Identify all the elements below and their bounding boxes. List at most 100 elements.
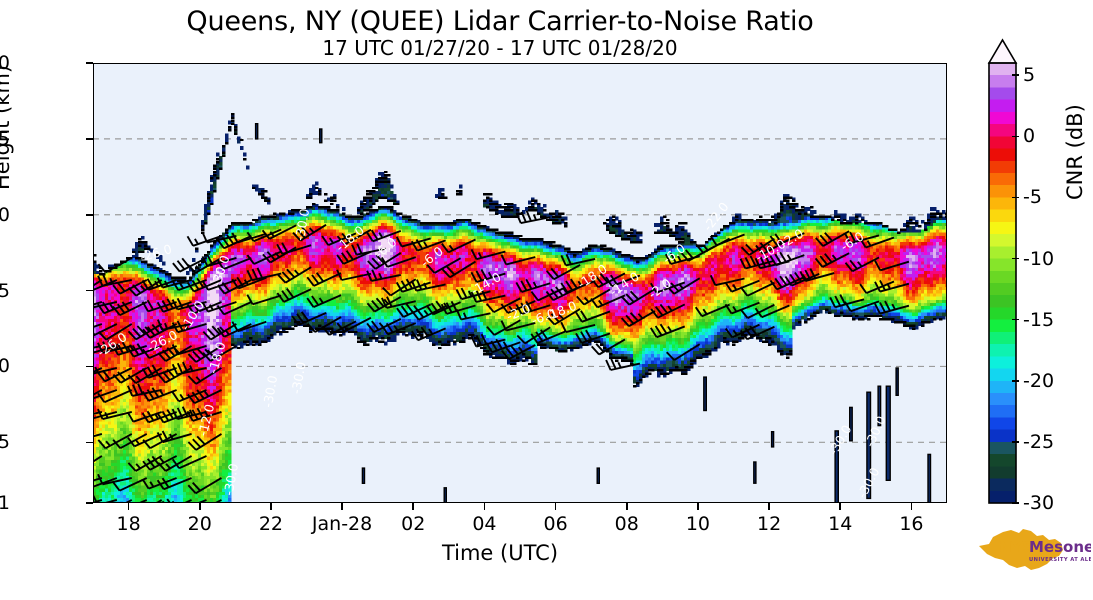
- contour-label: -26.0: [94, 329, 129, 360]
- wind-barb-icon: [411, 326, 447, 342]
- wind-barb-icon: [141, 299, 177, 313]
- wind-barb-icon: [814, 252, 850, 268]
- x-tick-mark: [198, 503, 201, 510]
- wind-barb-icon: [410, 239, 446, 252]
- wind-barb-icon: [739, 255, 775, 270]
- wind-barb-icon: [261, 224, 297, 240]
- wind-barb-icon: [455, 309, 491, 321]
- x-tick-mark: [625, 503, 628, 510]
- wind-barb-icon: [202, 323, 237, 341]
- wind-barb-icon: [470, 289, 506, 303]
- wind-barb-icon: [754, 304, 790, 319]
- x-tick-label: 20: [187, 513, 212, 535]
- wind-barb-icon: [321, 232, 357, 246]
- wind-barb-icon: [156, 277, 192, 289]
- wind-barb-icon: [276, 242, 312, 255]
- wind-barb-icon: [560, 278, 596, 293]
- wind-barb-icon: [187, 477, 222, 495]
- wind-barb-icon: [276, 288, 312, 303]
- wind-barb-icon: [98, 323, 133, 341]
- wind-barb-icon: [216, 301, 252, 316]
- wind-barb-icon: [141, 477, 177, 490]
- y-tick-mark: [86, 289, 93, 292]
- x-tick-label: 16: [899, 513, 924, 535]
- contour-label: -30.0: [208, 253, 232, 288]
- wind-barb-icon: [202, 345, 237, 362]
- contour-label: -6.0: [660, 240, 689, 266]
- wind-barb-icon: [485, 338, 521, 354]
- wind-barb-icon: [336, 250, 372, 265]
- y-tick-mark: [86, 138, 93, 140]
- wind-barb-icon: [127, 383, 162, 397]
- wind-barb-icon: [395, 236, 431, 248]
- contour-label: -18.0: [333, 222, 367, 254]
- wind-barb-icon: [515, 278, 551, 293]
- wind-barb-icon: [605, 358, 641, 371]
- colorbar: [987, 38, 1018, 504]
- wind-barb-icon: [621, 288, 656, 306]
- wind-barb-icon: [605, 274, 641, 288]
- y-tick-mark: [86, 62, 93, 64]
- wind-barb-icon: [142, 345, 178, 359]
- page-subtitle: 17 UTC 01/27/20 - 17 UTC 01/28/20: [322, 36, 678, 60]
- wind-barb-icon: [440, 300, 476, 315]
- wind-barb-icon: [799, 268, 835, 283]
- colorbar-tick-mark: [1012, 502, 1019, 504]
- wind-barb-icon: [769, 251, 805, 267]
- contour-label: -2.0: [645, 275, 674, 301]
- wind-barb-icon: [141, 278, 177, 291]
- wind-barb-icon: [709, 274, 745, 287]
- wind-barb-icon: [380, 256, 417, 268]
- wind-barb-icon: [844, 231, 880, 245]
- x-tick-label: Jan-28: [311, 513, 373, 535]
- y-tick-label: 2.0: [0, 203, 10, 226]
- x-tick-label: 08: [614, 513, 639, 535]
- wind-barb-icon: [455, 287, 491, 301]
- wind-barb-icon: [97, 433, 133, 450]
- wind-barb-icon: [112, 301, 148, 317]
- wind-barb-icon: [262, 246, 297, 264]
- wind-barb-icon: [366, 269, 401, 282]
- y-tick-label: 1.0: [0, 355, 10, 378]
- y-tick-mark: [86, 502, 93, 504]
- wind-barb-icon: [545, 264, 581, 281]
- wind-barb-icon: [93, 301, 118, 309]
- wind-barb-icon: [486, 319, 521, 336]
- logo-mesonet-text: Mesonet: [1029, 538, 1091, 556]
- wind-barb-icon: [815, 230, 850, 247]
- x-tick-mark: [270, 503, 272, 510]
- nys-mesonet-logo: NYS Mesonet UNIVERSITY AT ALBANY: [979, 529, 1091, 570]
- wind-barb-icon: [187, 389, 222, 405]
- wind-barb-icon: [93, 301, 103, 306]
- wind-barb-icon: [93, 411, 118, 420]
- wind-barb-icon: [127, 433, 163, 448]
- wind-barb-icon: [97, 301, 133, 315]
- wind-barb-icon: [201, 254, 237, 268]
- wind-barb-icon: [186, 277, 222, 293]
- wind-barb-icon: [186, 407, 222, 422]
- colorbar-tick-label: -10: [1023, 247, 1055, 270]
- contour-label: -12.0: [195, 402, 217, 437]
- wind-barb-icon: [367, 252, 402, 270]
- y-tick-mark: [86, 365, 93, 368]
- colorbar-tick-mark: [1012, 196, 1019, 199]
- wind-barb-icon: [156, 298, 192, 313]
- wind-barb-icon: [306, 272, 342, 287]
- wind-barb-icon: [93, 411, 103, 415]
- x-tick-label: 04: [472, 513, 497, 535]
- wind-barb-icon: [649, 323, 686, 339]
- wind-barb-icon: [336, 269, 372, 281]
- x-tick-label: 14: [828, 513, 853, 535]
- wind-barb-icon: [486, 297, 521, 314]
- wind-barb-icon: [171, 344, 207, 356]
- x-tick-mark: [554, 503, 557, 510]
- wind-barb-icon: [844, 300, 880, 313]
- wind-barb-icon: [426, 257, 462, 274]
- wind-barb-icon: [590, 294, 626, 309]
- contour-label: -6.0: [838, 228, 867, 254]
- wind-barb-icon: [500, 254, 536, 266]
- colorbar-tick-mark: [1012, 135, 1019, 138]
- contour-label: -18.0: [543, 298, 579, 324]
- contour-label: -6.0: [371, 234, 399, 261]
- wind-barb-icon: [874, 300, 910, 315]
